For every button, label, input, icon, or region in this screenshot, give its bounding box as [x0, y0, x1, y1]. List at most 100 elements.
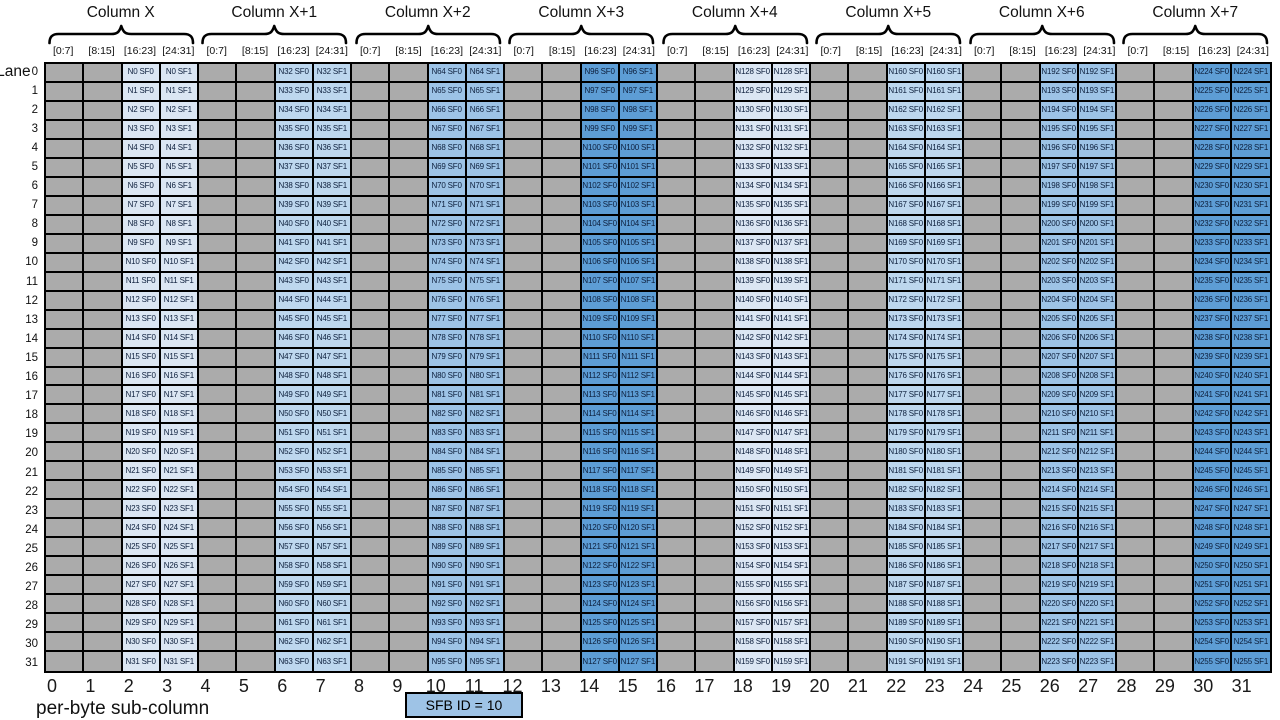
- sf-cell: N32 SF0: [275, 64, 314, 83]
- sf-cell: N19 SF0: [122, 424, 161, 444]
- sf-cell: N215 SF0: [1040, 500, 1079, 520]
- empty-byte-cell: [1002, 310, 1041, 330]
- sf-cell: N25 SF1: [160, 538, 199, 558]
- empty-byte-cell: [46, 82, 85, 102]
- lane-byte-grid: N0 SF0 N0 SF1 N32 SF0 N32 SF1 N64 SF0 N64 SF1…: [44, 62, 1272, 673]
- sf-cell: N217 SF0: [1040, 538, 1079, 558]
- empty-byte-cell: [352, 82, 391, 102]
- empty-byte-cell: [811, 443, 850, 463]
- sf-cell: N102 SF1: [619, 177, 658, 197]
- lane-number: 9: [31, 237, 38, 250]
- sf-cell: N235 SF0: [1193, 272, 1232, 292]
- empty-byte-cell: [1117, 139, 1156, 159]
- sf-cell: N236 SF1: [1231, 291, 1270, 311]
- sf-cell: N192 SF1: [1078, 64, 1117, 83]
- sf-cell: N22 SF0: [122, 481, 161, 501]
- byte-range-label: [8:15]: [702, 45, 729, 57]
- empty-byte-cell: [199, 424, 238, 444]
- empty-byte-cell: [390, 614, 429, 634]
- sf-cell: N114 SF1: [619, 405, 658, 425]
- sf-cell: N132 SF0: [734, 139, 773, 159]
- sf-cell: N72 SF1: [466, 215, 505, 235]
- empty-byte-cell: [1155, 177, 1194, 197]
- empty-byte-cell: [199, 64, 238, 83]
- empty-byte-cell: [1155, 614, 1194, 634]
- byte-range-label: [16:23]: [1044, 45, 1077, 57]
- empty-byte-cell: [658, 215, 697, 235]
- sf-cell: N30 SF0: [122, 633, 161, 653]
- empty-byte-cell: [1117, 101, 1156, 121]
- sf-cell: N110 SF0: [581, 329, 620, 349]
- sf-cell: N4 SF0: [122, 139, 161, 159]
- empty-byte-cell: [811, 405, 850, 425]
- sf-cell: N173 SF0: [887, 310, 926, 330]
- sf-cell: N219 SF1: [1078, 576, 1117, 596]
- sf-cell: N23 SF0: [122, 500, 161, 520]
- empty-byte-cell: [199, 177, 238, 197]
- lane-number: 28: [25, 600, 38, 613]
- empty-byte-cell: [237, 557, 276, 577]
- empty-byte-cell: [964, 329, 1003, 349]
- sf-cell: N139 SF1: [772, 272, 811, 292]
- empty-byte-cell: [199, 576, 238, 596]
- empty-byte-cell: [543, 234, 582, 254]
- sf-cell: N131 SF1: [772, 120, 811, 140]
- empty-byte-cell: [390, 196, 429, 216]
- sf-cell: N250 SF0: [1193, 557, 1232, 577]
- empty-byte-cell: [84, 64, 123, 83]
- empty-byte-cell: [199, 595, 238, 615]
- sf-cell: N200 SF1: [1078, 215, 1117, 235]
- column-brace: [354, 24, 501, 45]
- sf-cell: N109 SF0: [581, 310, 620, 330]
- lane-number: 2: [31, 103, 38, 116]
- empty-byte-cell: [1117, 519, 1156, 539]
- byte-column-number: 15: [617, 676, 638, 696]
- byte-range-label: [16:23]: [430, 45, 463, 57]
- empty-byte-cell: [84, 196, 123, 216]
- empty-byte-cell: [696, 386, 735, 406]
- empty-byte-cell: [543, 348, 582, 368]
- sf-cell: N185 SF1: [925, 538, 964, 558]
- sf-cell: N78 SF1: [466, 329, 505, 349]
- empty-byte-cell: [849, 310, 888, 330]
- byte-range-label: [24:31]: [315, 45, 348, 57]
- sf-cell: N174 SF1: [925, 329, 964, 349]
- empty-byte-cell: [199, 234, 238, 254]
- sf-cell: N241 SF0: [1193, 386, 1232, 406]
- empty-byte-cell: [1002, 405, 1041, 425]
- empty-byte-cell: [237, 519, 276, 539]
- empty-byte-cell: [658, 177, 697, 197]
- byte-column-number: 2: [123, 676, 134, 696]
- sf-cell: N145 SF0: [734, 386, 773, 406]
- empty-byte-cell: [1002, 538, 1041, 558]
- sf-cell: N212 SF0: [1040, 443, 1079, 463]
- sf-cell: N227 SF0: [1193, 120, 1232, 140]
- empty-byte-cell: [352, 196, 391, 216]
- empty-byte-cell: [543, 424, 582, 444]
- empty-byte-cell: [696, 177, 735, 197]
- sf-cell: N176 SF1: [925, 367, 964, 387]
- sf-cell: N246 SF1: [1231, 481, 1270, 501]
- empty-byte-cell: [811, 329, 850, 349]
- empty-byte-cell: [1155, 557, 1194, 577]
- sf-cell: N139 SF0: [734, 272, 773, 292]
- empty-byte-cell: [352, 158, 391, 178]
- empty-byte-cell: [1002, 158, 1041, 178]
- empty-byte-cell: [352, 538, 391, 558]
- sf-cell: N177 SF1: [925, 386, 964, 406]
- empty-byte-cell: [46, 158, 85, 178]
- lane-number: 23: [25, 504, 38, 517]
- sf-cell: N159 SF1: [772, 652, 811, 671]
- empty-byte-cell: [849, 101, 888, 121]
- byte-range-label: [24:31]: [929, 45, 962, 57]
- sf-cell: N71 SF0: [428, 196, 467, 216]
- sf-cell: N129 SF0: [734, 82, 773, 102]
- sf-cell: N208 SF0: [1040, 367, 1079, 387]
- sf-cell: N35 SF0: [275, 120, 314, 140]
- empty-byte-cell: [84, 291, 123, 311]
- empty-byte-cell: [1155, 120, 1194, 140]
- sf-cell: N230 SF0: [1193, 177, 1232, 197]
- sf-cell: N42 SF0: [275, 253, 314, 273]
- empty-byte-cell: [237, 64, 276, 83]
- empty-byte-cell: [1155, 272, 1194, 292]
